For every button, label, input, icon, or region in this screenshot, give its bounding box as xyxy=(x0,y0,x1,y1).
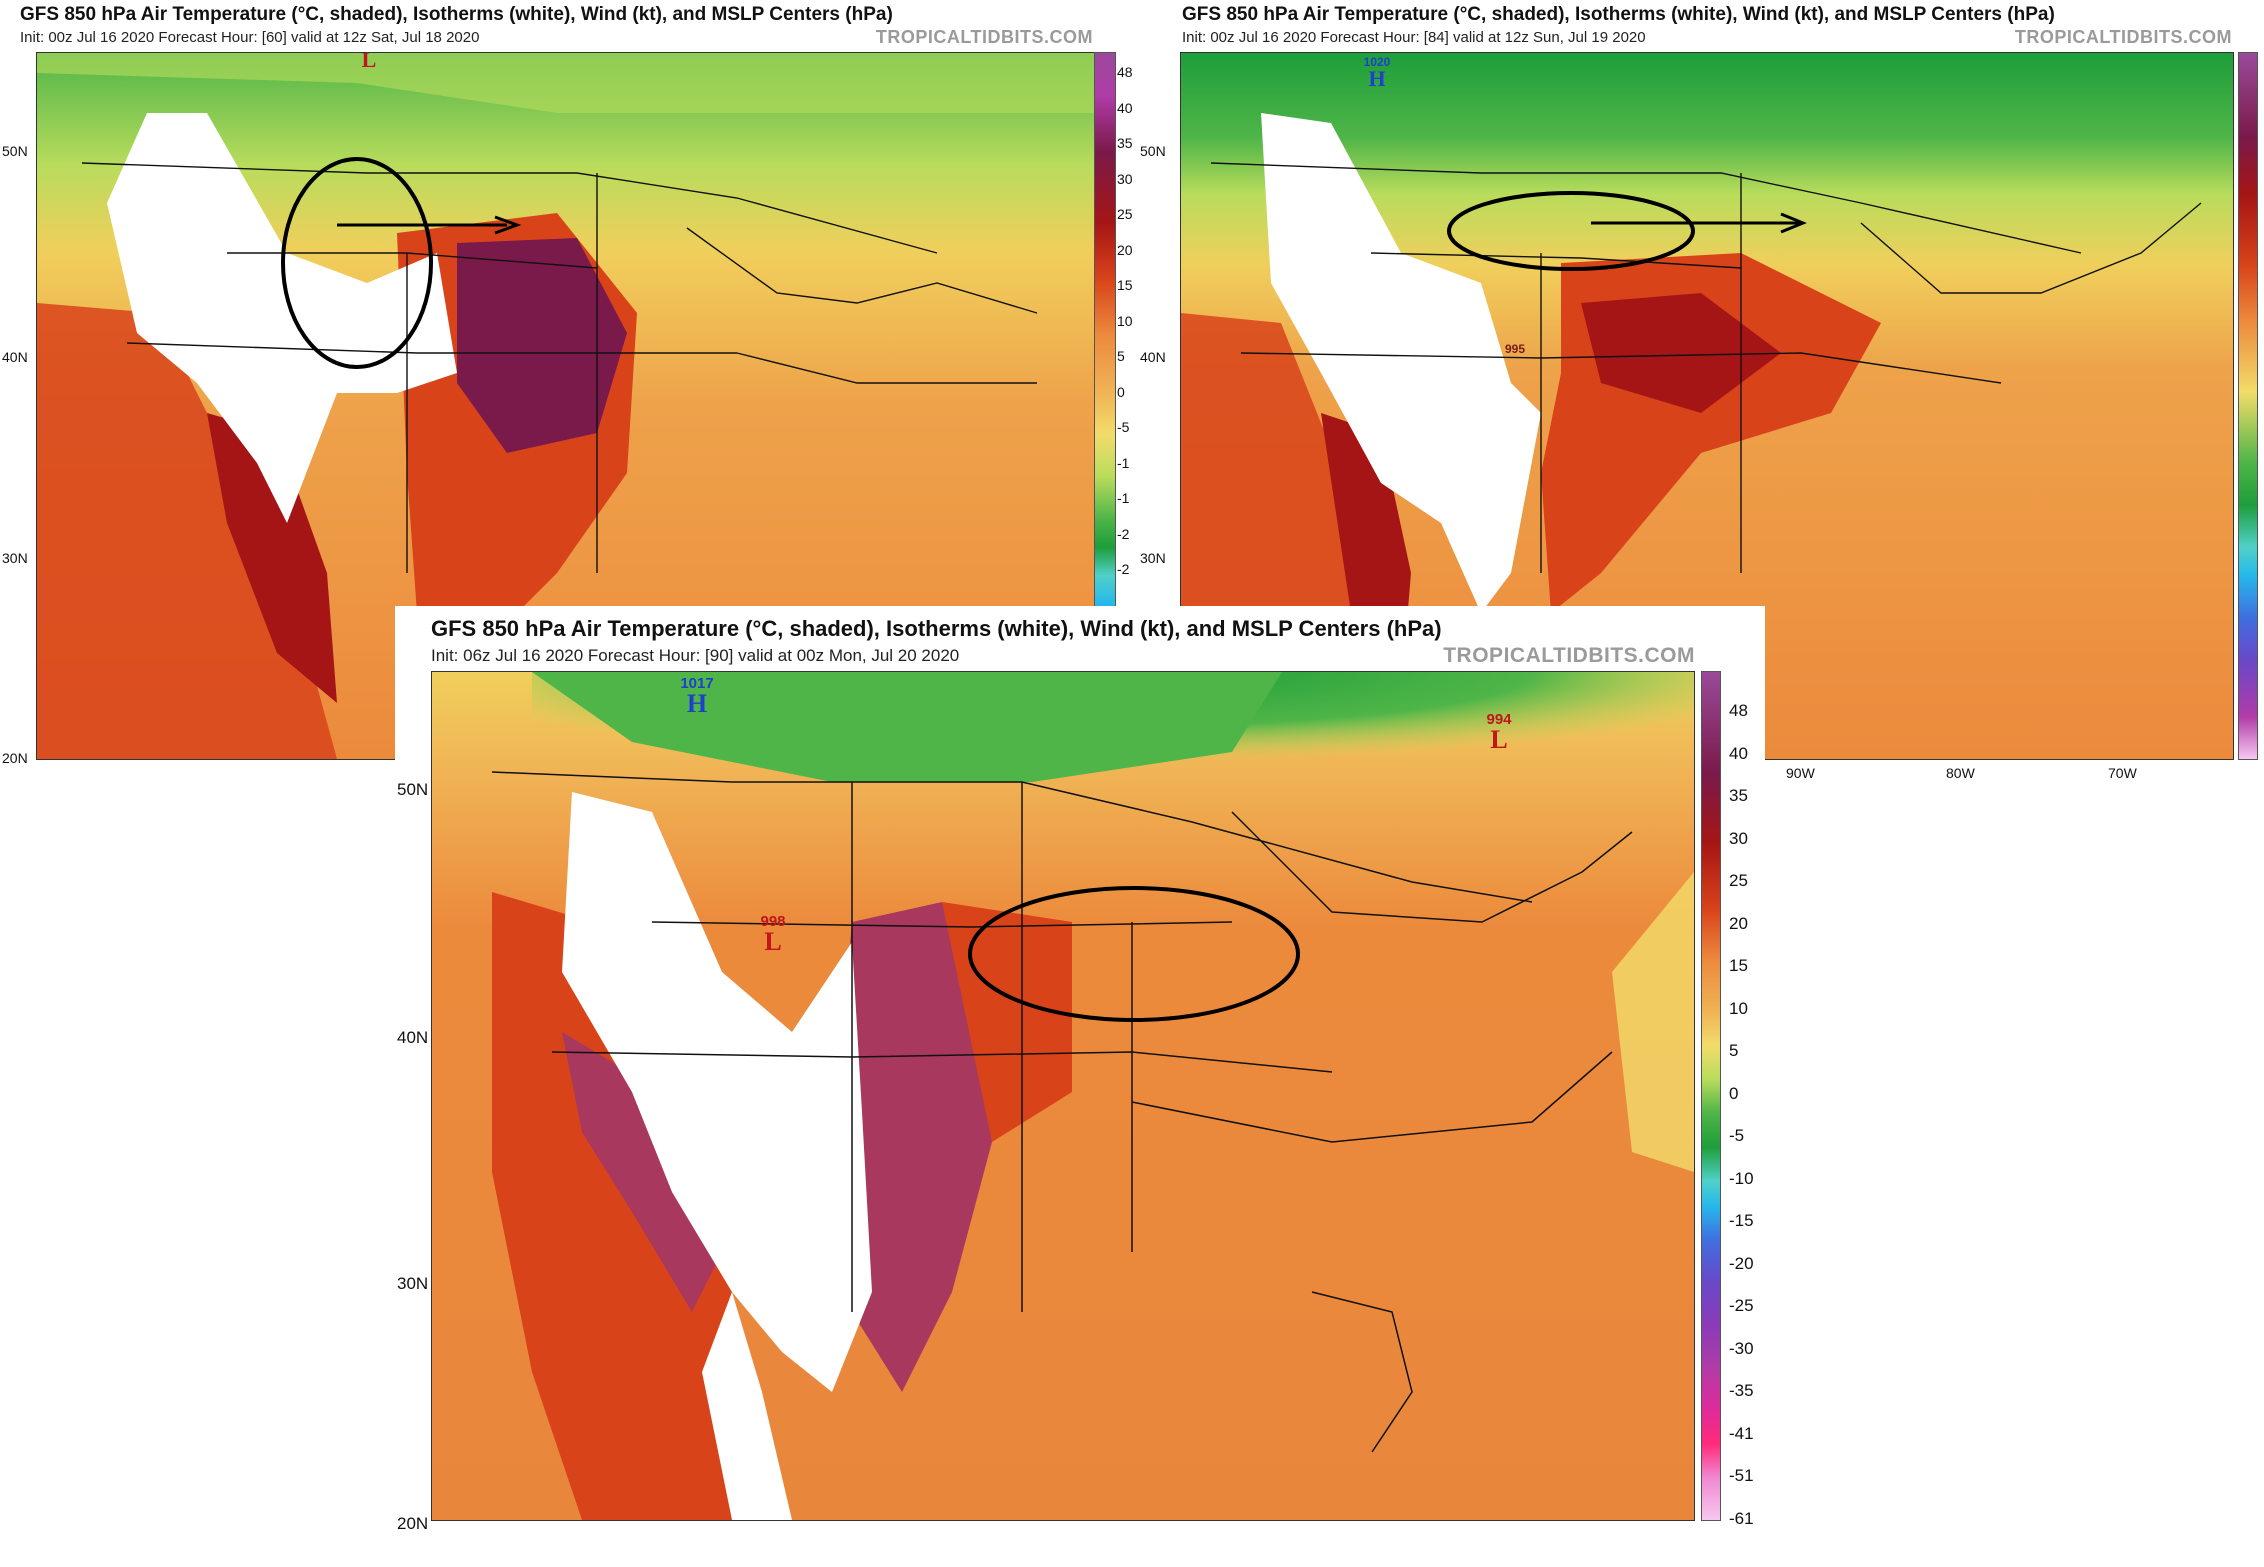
cb-label: 5 xyxy=(1729,1041,1739,1060)
cb-label: -41 xyxy=(1729,1423,1754,1443)
cb-label: -35 xyxy=(1729,1381,1754,1400)
mslp-low-center: 997 L xyxy=(349,52,389,72)
cb-label: 30 xyxy=(1117,170,1133,187)
lat-label: 40N xyxy=(2,349,28,365)
temperature-map: 1017 H 994 L 998 L xyxy=(431,671,1695,1521)
cb-label: 25 xyxy=(1117,206,1133,222)
panel-title: GFS 850 hPa Air Temperature (°C, shaded)… xyxy=(431,616,1442,641)
panel-forecast-hour-90: GFS 850 hPa Air Temperature (°C, shaded)… xyxy=(395,606,1765,1567)
cb-label: -2 xyxy=(1117,561,1130,577)
brand-watermark: TROPICALTIDBITS.COM xyxy=(2014,27,2232,47)
cb-label: 25 xyxy=(1729,871,1748,890)
mslp-high-center: 1017 H xyxy=(672,676,722,717)
panel-subtitle: Init: 06z Jul 16 2020 Forecast Hour: [90… xyxy=(431,646,960,665)
low-symbol: L xyxy=(361,52,377,72)
temperature-colorbar xyxy=(1701,671,1721,1521)
high-symbol: H xyxy=(1368,66,1386,91)
pressure-value: 995 xyxy=(1504,342,1526,356)
panel-title: GFS 850 hPa Air Temperature (°C, shaded)… xyxy=(20,4,893,25)
lat-label: 50N xyxy=(2,143,28,159)
low-symbol: L xyxy=(764,927,782,956)
cb-label: -15 xyxy=(1729,1211,1754,1230)
cb-label: -61 xyxy=(1729,1508,1754,1528)
lat-label: 30N xyxy=(397,1274,429,1293)
cb-label: 15 xyxy=(1729,956,1748,975)
mslp-low-center: 994 L xyxy=(1474,712,1524,753)
lon-label: 80W xyxy=(1946,765,1975,781)
cb-label: -10 xyxy=(1729,1168,1754,1188)
lon-label: 70W xyxy=(2108,765,2137,781)
pressure-value: 1017 xyxy=(680,675,714,692)
brand-watermark: TROPICALTIDBITS.COM xyxy=(875,27,1093,47)
lat-label: 50N xyxy=(397,780,429,799)
mslp-high-center: 1020 H xyxy=(1357,56,1397,90)
cb-label: 40 xyxy=(1729,743,1748,763)
cb-label: 0 xyxy=(1729,1083,1739,1103)
cb-label: 0 xyxy=(1117,383,1125,400)
pressure-value: 994 xyxy=(1486,711,1512,728)
lat-label: 30N xyxy=(2,550,28,566)
cb-label: -5 xyxy=(1117,419,1130,435)
pressure-value: 998 xyxy=(760,913,786,930)
cb-label: -5 xyxy=(1729,1126,1745,1145)
lat-label: 20N xyxy=(397,1514,429,1533)
brand-watermark: TROPICALTIDBITS.COM xyxy=(1443,644,1695,667)
cb-label: 48 xyxy=(1117,64,1133,80)
cb-label: 30 xyxy=(1729,828,1748,848)
mslp-low-center: 998 L xyxy=(748,914,798,955)
lat-label: 40N xyxy=(1140,349,1166,365)
cb-label: 10 xyxy=(1117,312,1133,329)
cb-label: -20 xyxy=(1729,1253,1754,1273)
lat-label: 20N xyxy=(2,750,28,766)
cb-label: 10 xyxy=(1729,998,1748,1018)
cb-label: -25 xyxy=(1729,1296,1754,1315)
cb-label: 20 xyxy=(1729,913,1748,933)
high-symbol: H xyxy=(686,689,708,718)
cb-label: 5 xyxy=(1117,348,1125,364)
lon-label: 90W xyxy=(1786,765,1815,781)
panel-subtitle: Init: 00z Jul 16 2020 Forecast Hour: [84… xyxy=(1182,29,1646,46)
panel-title: GFS 850 hPa Air Temperature (°C, shaded)… xyxy=(1182,4,2055,25)
cb-label: 35 xyxy=(1729,786,1748,805)
pressure-value: 1020 xyxy=(1363,55,1391,69)
lat-label: 40N xyxy=(397,1028,429,1047)
colorbar-labels: 48 40 35 30 25 20 15 10 5 0 -5 -1 -1 -2 … xyxy=(1117,55,1133,588)
temperature-colorbar xyxy=(2238,52,2258,760)
cb-label: 35 xyxy=(1117,135,1133,151)
cb-label: 15 xyxy=(1117,277,1133,293)
cb-label: -2 xyxy=(1117,525,1130,542)
panel-subtitle: Init: 00z Jul 16 2020 Forecast Hour: [60… xyxy=(20,29,480,46)
lat-label: 50N xyxy=(1140,143,1166,159)
cb-label: 48 xyxy=(1729,701,1748,720)
colorbar-labels: 48 40 35 30 25 20 15 10 5 0 -5 -10 -15 -… xyxy=(1729,690,1761,1540)
cb-label: -51 xyxy=(1729,1466,1754,1485)
cb-label: 20 xyxy=(1117,241,1133,258)
lat-label: 30N xyxy=(1140,550,1166,566)
mslp-low-center: 995 xyxy=(1495,343,1535,355)
low-symbol: L xyxy=(1490,725,1508,754)
cb-label: -1 xyxy=(1117,454,1130,471)
cb-label: 40 xyxy=(1117,99,1133,116)
cb-label: -1 xyxy=(1117,490,1130,506)
cb-label: -30 xyxy=(1729,1338,1754,1358)
